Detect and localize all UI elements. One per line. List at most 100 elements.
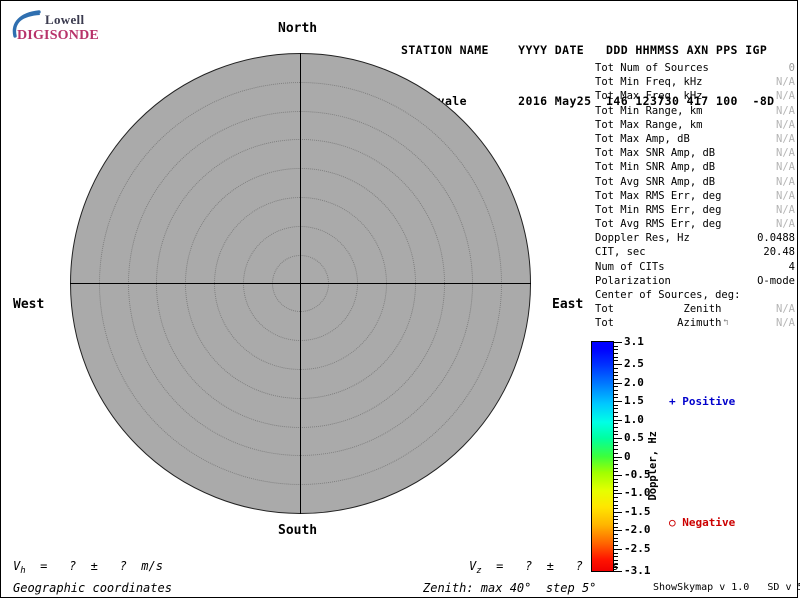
colorbar-major-tick — [614, 438, 622, 440]
colorbar-minor-tick — [614, 504, 618, 506]
colorbar-minor-tick — [614, 397, 618, 399]
colorbar-minor-tick — [614, 567, 618, 569]
colorbar-tick-label: 0 — [624, 449, 631, 463]
parameter-label: Tot Min Range, km — [595, 104, 703, 117]
colorbar-tick-label: -3.1 — [624, 564, 651, 577]
parameter-label: Center of Sources, deg: — [595, 289, 741, 301]
parameter-row: Tot Avg RMS Err, deg N/A — [595, 217, 795, 231]
parameter-row: Tot Max Range, km N/A — [595, 118, 795, 132]
colorbar-minor-tick — [614, 497, 618, 499]
colorbar-minor-tick — [614, 360, 618, 362]
colorbar-minor-tick — [614, 449, 618, 451]
colorbar-minor-tick — [614, 375, 618, 377]
colorbar-minor-tick — [614, 430, 618, 432]
parameter-value: 0 — [788, 62, 795, 74]
parameter-row: Tot Avg SNR Amp, dB N/A — [595, 175, 795, 189]
colorbar-tick-label: 1.5 — [624, 394, 644, 408]
colorbar-minor-tick — [614, 489, 618, 491]
colorbar-minor-tick — [614, 412, 618, 414]
colorbar-minor-tick — [614, 526, 618, 528]
parameter-value: N/A — [776, 90, 795, 103]
vz-subscript: z — [476, 566, 482, 576]
colorbar-minor-tick — [614, 552, 618, 554]
parameter-row: Doppler Res, Hz 0.0488 — [595, 231, 795, 245]
parameter-value: N/A — [776, 104, 795, 117]
colorbar-major-tick — [614, 364, 622, 366]
colorbar-minor-tick — [614, 563, 618, 565]
colorbar-major-tick — [614, 511, 622, 513]
colorbar-tick-label: -2.0 — [624, 523, 651, 537]
colorbar-minor-tick — [614, 534, 618, 536]
colorbar-minor-tick — [614, 500, 618, 502]
colorbar-minor-tick — [614, 467, 618, 469]
colorbar-minor-tick — [614, 393, 618, 395]
azimuth-rotation-icon: ↰ — [723, 318, 729, 329]
colorbar-major-tick — [614, 530, 622, 532]
swoosh-arc-icon — [12, 10, 41, 38]
parameter-label: Tot Min RMS Err, deg — [595, 203, 722, 216]
compass-label-east: East — [552, 297, 584, 312]
skymap-plot: North South West East — [1, 21, 584, 557]
header-columns: STATION NAME YYYY DATE DDD HHMMSS AXN PP… — [401, 43, 768, 57]
logo-lowell-text: Lowell — [45, 12, 85, 27]
legend-positive: + Positive — [669, 395, 735, 408]
parameter-label: Polarization — [595, 274, 671, 287]
colorbar-major-tick — [614, 548, 622, 550]
lowell-digisonde-logo: Lowell DIGISONDE — [9, 7, 109, 47]
parameter-value: 20.48 — [763, 246, 795, 259]
colorbar-tick-label: -0.5 — [624, 467, 651, 481]
colorbar-minor-tick — [614, 386, 618, 388]
colorbar-minor-tick — [614, 404, 618, 406]
colorbar-minor-tick — [614, 349, 618, 351]
colorbar-minor-tick — [614, 460, 618, 462]
parameter-label: Tot Max Amp, dB — [595, 132, 690, 145]
parameter-label: Tot Max RMS Err, deg — [595, 189, 722, 202]
colorbar-minor-tick — [614, 541, 618, 543]
compass-label-south: South — [278, 523, 318, 538]
parameter-row: Tot Max Freq, kHz N/A — [595, 89, 795, 103]
colorbar-minor-tick — [614, 519, 618, 521]
colorbar-major-tick — [614, 456, 622, 458]
colorbar-minor-tick — [614, 537, 618, 539]
parameter-label: Tot Max Freq, kHz — [595, 90, 703, 103]
colorbar-minor-tick — [614, 390, 618, 392]
colorbar-tick-label: -1.0 — [624, 486, 651, 500]
parameter-row: Tot Max Amp, dB N/A — [595, 132, 795, 146]
parameter-value: N/A — [776, 118, 795, 131]
colorbar-tick-label: 2.5 — [624, 357, 644, 371]
legend-negative: ○ Negative — [669, 516, 735, 529]
legend-label-positive: Positive — [682, 395, 736, 408]
colorbar-minor-tick — [614, 345, 618, 347]
colorbar-ticks — [614, 340, 624, 573]
colorbar-minor-tick — [614, 508, 618, 510]
parameter-label: Tot Max SNR Amp, dB — [595, 147, 716, 160]
parameter-row: Tot Num of Sources 0 — [595, 61, 795, 75]
colorbar-major-tick — [614, 474, 622, 476]
parameter-value: 0.0488 — [757, 232, 795, 245]
parameter-row: Tot Zenith N/A — [595, 302, 795, 316]
colorbar-major-tick — [614, 401, 622, 403]
colorbar-minor-tick — [614, 556, 618, 558]
parameter-row: CIT, sec 20.48 — [595, 245, 795, 259]
parameter-row: Tot Min Range, km N/A — [595, 104, 795, 118]
colorbar-tick-label: 3.1 — [624, 335, 644, 348]
parameter-row: Tot Min SNR Amp, dB N/A — [595, 160, 795, 174]
colorbar-minor-tick — [614, 445, 618, 447]
parameter-label: Tot Num of Sources — [595, 62, 709, 74]
header-block: STATION NAME YYYY DATE DDD HHMMSS AXN PP… — [401, 8, 775, 144]
parameter-value: O-mode — [757, 274, 795, 287]
colorbar-tick-label: 1.0 — [624, 412, 644, 426]
parameter-label: Tot Avg RMS Err, deg — [595, 218, 722, 231]
colorbar-tick-label: -2.5 — [624, 541, 651, 555]
parameter-row: Tot Max RMS Err, deg N/A — [595, 189, 795, 203]
colorbar-minor-tick — [614, 522, 618, 524]
parameter-value: N/A — [776, 218, 795, 231]
parameter-row: Tot Min RMS Err, deg N/A — [595, 203, 795, 217]
logo-digisonde-text: DIGISONDE — [17, 28, 99, 43]
parameter-label: CIT, sec — [595, 246, 646, 259]
parameter-label: Tot Avg SNR Amp, dB — [595, 175, 716, 188]
parameter-label: Tot Zenith — [595, 303, 722, 316]
parameter-value: 4 — [788, 260, 795, 273]
horizontal-velocity-readout: Vh = ? ± ? m/s — [13, 559, 163, 576]
